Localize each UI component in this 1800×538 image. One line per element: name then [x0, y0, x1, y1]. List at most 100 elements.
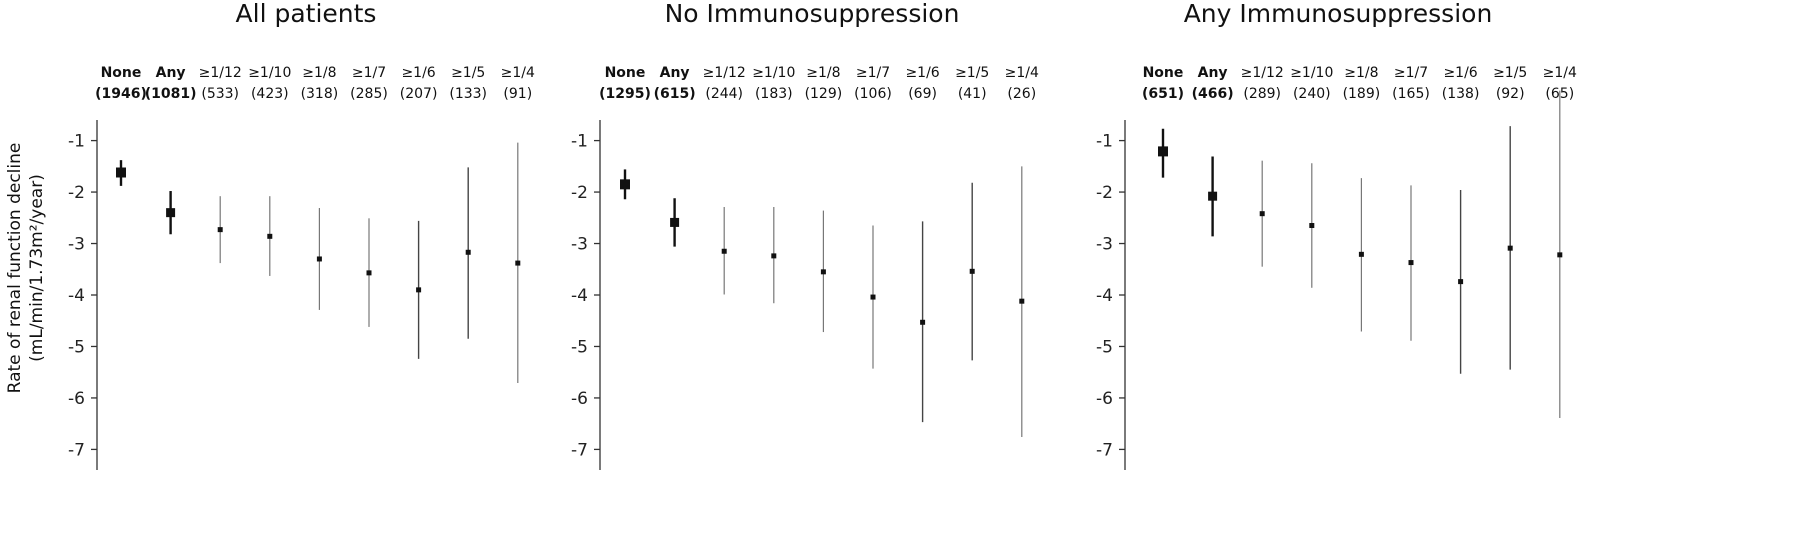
y-axis-label: Rate of renal function decline (mL/min/1…	[5, 143, 47, 394]
category-count: (533)	[201, 86, 239, 102]
point-estimate	[1019, 298, 1025, 304]
category-label: ≥1/5	[955, 65, 989, 81]
point-estimate	[465, 249, 471, 255]
category-count: (165)	[1392, 86, 1430, 102]
panel-title: All patients	[236, 0, 377, 28]
category-count: (207)	[400, 86, 438, 102]
y-tick-label: -5	[1096, 337, 1113, 357]
y-tick-label: -7	[68, 440, 85, 460]
y-tick-label: -5	[68, 337, 85, 357]
y-tick-label: -2	[1096, 183, 1113, 203]
point-estimate	[1408, 260, 1414, 266]
category-label: ≥1/7	[352, 65, 386, 81]
category-label: ≥1/8	[1344, 65, 1378, 81]
y-tick-label: -6	[68, 389, 85, 409]
category-count: (466)	[1192, 86, 1234, 102]
category-count: (133)	[449, 86, 487, 102]
point-estimate	[620, 179, 630, 190]
category-label: ≥1/12	[1241, 65, 1284, 81]
y-tick-label: -5	[571, 337, 588, 357]
point-estimate	[1507, 245, 1513, 251]
point-estimate	[969, 268, 975, 274]
point-estimate	[1358, 251, 1364, 257]
category-label: ≥1/7	[1394, 65, 1428, 81]
point-estimate	[1208, 191, 1218, 201]
point-estimate	[316, 256, 322, 262]
panel-1: All patients -1 -2 -3 -4 -5 -6 -7 None (1946) Any (…	[68, 0, 535, 470]
category-label: ≥1/12	[703, 65, 746, 81]
category-label: ≥1/12	[199, 65, 242, 81]
category-count: (423)	[251, 86, 289, 102]
category-count: (289)	[1243, 86, 1281, 102]
point-estimate	[1259, 211, 1265, 217]
y-tick-label: -6	[571, 389, 588, 409]
category-label: ≥1/5	[1493, 65, 1527, 81]
y-tick-label: -4	[1096, 286, 1113, 306]
point-estimate	[1458, 279, 1464, 285]
y-tick-label: -6	[1096, 389, 1113, 409]
point-estimate	[416, 287, 422, 293]
point-estimate	[166, 208, 176, 218]
point-estimate	[670, 217, 680, 227]
y-tick-label: -1	[68, 132, 85, 152]
category-label: Any	[1198, 65, 1228, 81]
point-estimate	[1309, 223, 1315, 229]
category-count: (138)	[1442, 86, 1480, 102]
point-estimate	[217, 227, 223, 233]
y-tick-label: -4	[571, 286, 588, 306]
panel-3: Any Immunosuppression -1 -2 -3 -4 -5 -6 -7 None (…	[1096, 0, 1577, 470]
category-count: (285)	[350, 86, 388, 102]
chart-panels: All patients -1 -2 -3 -4 -5 -6 -7 None (1946) Any (…	[68, 0, 1577, 470]
y-tick-label: -2	[571, 183, 588, 203]
category-count: (91)	[503, 86, 532, 102]
y-tick-label: -1	[1096, 132, 1113, 152]
y-tick-label: -2	[68, 183, 85, 203]
point-estimate	[820, 269, 826, 275]
category-label: ≥1/10	[752, 65, 795, 81]
y-tick-label: -3	[68, 235, 85, 255]
category-label: ≥1/8	[302, 65, 336, 81]
y-tick-label: -4	[68, 286, 85, 306]
category-count: (129)	[805, 86, 843, 102]
category-count: (92)	[1496, 86, 1525, 102]
category-count: (1081)	[145, 86, 197, 102]
y-tick-label: -7	[571, 440, 588, 460]
category-count: (69)	[908, 86, 937, 102]
point-estimate	[267, 233, 273, 239]
category-label: ≥1/10	[1290, 65, 1333, 81]
panel-2: No Immunosuppression -1 -2 -3 -4 -5 -6 -7 None (1…	[571, 0, 1039, 470]
category-count: (106)	[854, 86, 892, 102]
point-estimate	[771, 253, 777, 259]
point-estimate	[721, 248, 727, 254]
y-tick-label: -3	[571, 235, 588, 255]
category-count: (615)	[654, 86, 696, 102]
y-tick-label: -1	[571, 132, 588, 152]
category-label: ≥1/6	[1443, 65, 1477, 81]
y-tick-label: -3	[1096, 235, 1113, 255]
point-estimate	[1158, 146, 1168, 157]
y-axis-label-line1: Rate of renal function decline	[5, 143, 25, 394]
category-label: ≥1/4	[1005, 65, 1039, 81]
category-label: Any	[660, 65, 690, 81]
category-label: Any	[156, 65, 186, 81]
category-count: (1946)	[95, 86, 147, 102]
category-label: ≥1/6	[401, 65, 435, 81]
point-estimate	[1557, 252, 1563, 258]
category-count: (651)	[1142, 86, 1184, 102]
category-label: ≥1/5	[451, 65, 485, 81]
category-label: None	[605, 65, 646, 81]
point-estimate	[920, 319, 926, 325]
category-count: (244)	[705, 86, 743, 102]
point-estimate	[870, 294, 876, 300]
y-axis-label-line2: (mL/min/1.73m²/year)	[27, 174, 47, 362]
point-estimate	[116, 167, 126, 178]
category-count: (189)	[1343, 86, 1381, 102]
category-count: (318)	[301, 86, 339, 102]
category-count: (183)	[755, 86, 793, 102]
category-label: ≥1/8	[806, 65, 840, 81]
category-label: ≥1/6	[905, 65, 939, 81]
panel-title: No Immunosuppression	[665, 0, 960, 28]
category-label: ≥1/10	[248, 65, 291, 81]
category-count: (1295)	[599, 86, 651, 102]
category-label: None	[101, 65, 142, 81]
